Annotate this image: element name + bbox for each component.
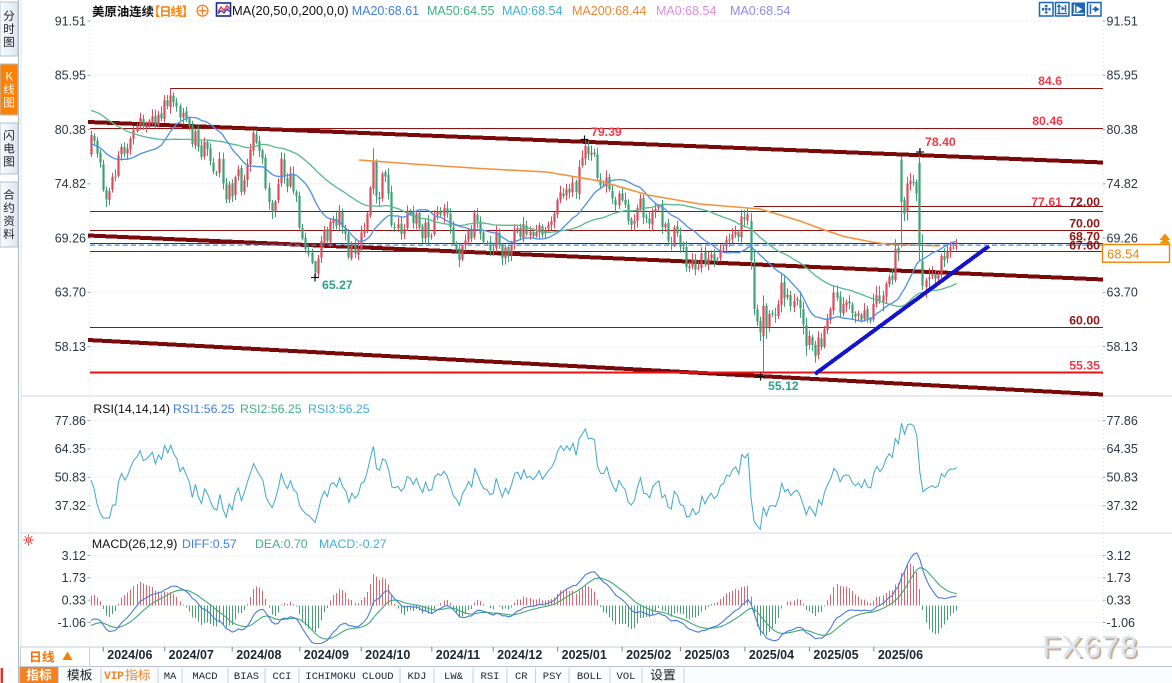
svg-text:3.12: 3.12: [62, 549, 86, 563]
svg-text:VIP: VIP: [104, 671, 124, 683]
svg-text:LW&: LW&: [444, 671, 464, 683]
svg-text:RSI1:56.25: RSI1:56.25: [173, 402, 235, 416]
svg-text:PSY: PSY: [543, 671, 563, 683]
svg-text:3.12: 3.12: [1107, 549, 1131, 563]
svg-text:84.6: 84.6: [1038, 74, 1062, 88]
svg-text:80.38: 80.38: [1107, 123, 1138, 137]
svg-text:KDJ: KDJ: [408, 671, 427, 683]
svg-text:DIFF:0.57: DIFF:0.57: [182, 537, 237, 551]
svg-text:1.73: 1.73: [62, 571, 86, 585]
svg-text:VOL: VOL: [617, 671, 636, 683]
svg-text:80.46: 80.46: [1032, 114, 1063, 128]
svg-text:MA50:64.55: MA50:64.55: [427, 4, 494, 18]
svg-text:CCI: CCI: [273, 671, 292, 683]
svg-text:91.51: 91.51: [55, 14, 86, 28]
svg-text:2025/06: 2025/06: [878, 648, 923, 662]
svg-text:RSI(14,14,14): RSI(14,14,14): [93, 402, 170, 416]
svg-text:74.82: 74.82: [1107, 177, 1138, 191]
svg-text:50.83: 50.83: [55, 471, 86, 485]
svg-text:0.33: 0.33: [1107, 594, 1131, 608]
svg-text:64.35: 64.35: [55, 442, 86, 456]
svg-text:91.51: 91.51: [1107, 14, 1138, 28]
svg-text:69.26: 69.26: [55, 231, 86, 245]
svg-text:60.00: 60.00: [1069, 314, 1100, 328]
svg-text:1.73: 1.73: [1107, 571, 1131, 585]
svg-text:DEA:0.70: DEA:0.70: [255, 537, 308, 551]
svg-text:63.70: 63.70: [55, 286, 86, 300]
svg-text:MACD: MACD: [192, 671, 217, 683]
svg-text:FX678: FX678: [1042, 629, 1138, 664]
svg-text:MA0:68.54: MA0:68.54: [730, 4, 791, 18]
svg-text:68.54: 68.54: [1107, 246, 1140, 261]
svg-text:55.12: 55.12: [768, 379, 799, 393]
svg-text:85.95: 85.95: [55, 69, 86, 83]
svg-text:64.35: 64.35: [1107, 442, 1138, 456]
svg-text:37.32: 37.32: [1107, 499, 1138, 513]
svg-text:RSI3:56.25: RSI3:56.25: [308, 402, 370, 416]
svg-text:78.40: 78.40: [925, 135, 956, 149]
svg-text:2024/10: 2024/10: [365, 648, 410, 662]
svg-text:2024/06: 2024/06: [107, 648, 152, 662]
svg-text:2024/09: 2024/09: [304, 648, 349, 662]
svg-text:0.33: 0.33: [62, 594, 86, 608]
svg-text:77.86: 77.86: [1107, 414, 1138, 428]
svg-text:70.00: 70.00: [1069, 217, 1100, 231]
svg-text:65.27: 65.27: [322, 278, 353, 292]
svg-text:72.00: 72.00: [1069, 195, 1100, 209]
svg-text:MA200:68.44: MA200:68.44: [572, 4, 646, 18]
svg-text:55.35: 55.35: [1069, 359, 1100, 373]
svg-text:MACD(26,12,9): MACD(26,12,9): [92, 537, 177, 551]
svg-text:69.26: 69.26: [1107, 231, 1138, 245]
svg-text:-1.06: -1.06: [58, 616, 87, 630]
svg-text:74.82: 74.82: [55, 177, 86, 191]
svg-text:BIAS: BIAS: [234, 671, 259, 683]
svg-text:2025/04: 2025/04: [749, 648, 794, 662]
svg-text:2025/01: 2025/01: [562, 648, 607, 662]
svg-text:MA0:68.54: MA0:68.54: [502, 4, 563, 18]
svg-text:79.39: 79.39: [591, 125, 622, 139]
svg-text:67.60: 67.60: [1069, 239, 1100, 253]
svg-text:MA(20,50,0,200,0,0): MA(20,50,0,200,0,0): [232, 3, 349, 18]
svg-text:37.32: 37.32: [55, 499, 86, 513]
svg-text:CR: CR: [515, 671, 528, 683]
svg-text:ICHIMOKU CLOUD: ICHIMOKU CLOUD: [305, 671, 393, 683]
svg-text:77.86: 77.86: [55, 414, 86, 428]
svg-text:2024/08: 2024/08: [236, 648, 281, 662]
svg-text:2025/02: 2025/02: [626, 648, 671, 662]
svg-text:2024/11: 2024/11: [436, 648, 481, 662]
svg-text:FX678: FX678: [1044, 631, 1140, 666]
svg-text:MACD:-0.27: MACD:-0.27: [319, 537, 387, 551]
svg-text:2025/03: 2025/03: [684, 648, 729, 662]
svg-text:68.70: 68.70: [1069, 230, 1100, 244]
svg-text:BOLL: BOLL: [577, 671, 602, 683]
svg-text:85.95: 85.95: [1107, 69, 1138, 83]
svg-text:77.61: 77.61: [1031, 195, 1062, 209]
svg-text:RSI2:56.25: RSI2:56.25: [240, 402, 302, 416]
svg-text:2024/12: 2024/12: [497, 648, 542, 662]
svg-text:-1.06: -1.06: [1107, 616, 1136, 630]
svg-text:MA: MA: [164, 671, 177, 683]
svg-text:MA20:68.61: MA20:68.61: [352, 4, 419, 18]
svg-text:MA0:68.54: MA0:68.54: [656, 4, 717, 18]
svg-text:63.70: 63.70: [1107, 286, 1138, 300]
svg-text:80.38: 80.38: [55, 123, 86, 137]
svg-text:2024/07: 2024/07: [169, 648, 214, 662]
svg-text:58.13: 58.13: [55, 340, 86, 354]
svg-text:2025/05: 2025/05: [813, 648, 858, 662]
svg-text:58.13: 58.13: [1107, 340, 1138, 354]
svg-text:50.83: 50.83: [1107, 471, 1138, 485]
svg-text:RSI: RSI: [481, 671, 500, 683]
